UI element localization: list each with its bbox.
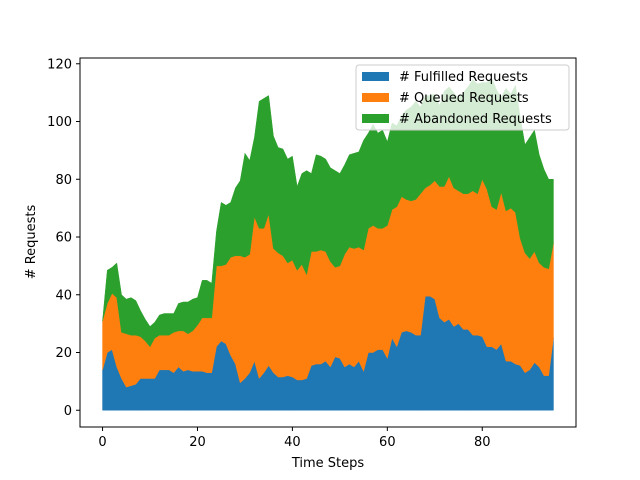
x-tick-label: 20 bbox=[189, 435, 206, 450]
axes-frame bbox=[79, 57, 577, 428]
legend-label-fulfilled-requests: # Fulfilled Requests bbox=[399, 70, 528, 85]
y-tick-label: 60 bbox=[55, 231, 72, 246]
legend-swatch-fulfilled-requests bbox=[362, 72, 389, 81]
y-tick-label: 20 bbox=[55, 346, 72, 361]
x-tick-label: 40 bbox=[284, 435, 301, 450]
y-tick-label: 80 bbox=[55, 173, 72, 188]
y-tick-label: 0 bbox=[64, 404, 72, 419]
legend: # Fulfilled Requests # Queued Requests # A… bbox=[355, 64, 570, 131]
legend-swatch-queued-requests bbox=[362, 93, 389, 102]
legend-label-abandoned-requests: # Abandoned Requests bbox=[399, 112, 552, 127]
area-abandoned-requests bbox=[102, 77, 554, 348]
x-tick-label: 80 bbox=[474, 435, 491, 450]
y-axis-ticks: 0 20 40 60 80 100 120 bbox=[47, 57, 80, 419]
x-tick-label: 60 bbox=[379, 435, 396, 450]
y-tick-label: 40 bbox=[55, 288, 72, 303]
x-axis-label: Time Steps bbox=[291, 456, 365, 471]
legend-box bbox=[355, 64, 570, 131]
y-axis-label: # Requests bbox=[24, 204, 39, 279]
legend-label-queued-requests: # Queued Requests bbox=[399, 91, 529, 106]
y-tick-label: 120 bbox=[47, 57, 72, 72]
area-layers bbox=[102, 77, 554, 411]
legend-swatch-abandoned-requests bbox=[362, 114, 389, 123]
x-tick-label: 0 bbox=[98, 435, 106, 450]
x-axis-ticks: 0 20 40 60 80 bbox=[98, 427, 491, 450]
y-tick-label: 100 bbox=[47, 115, 72, 130]
